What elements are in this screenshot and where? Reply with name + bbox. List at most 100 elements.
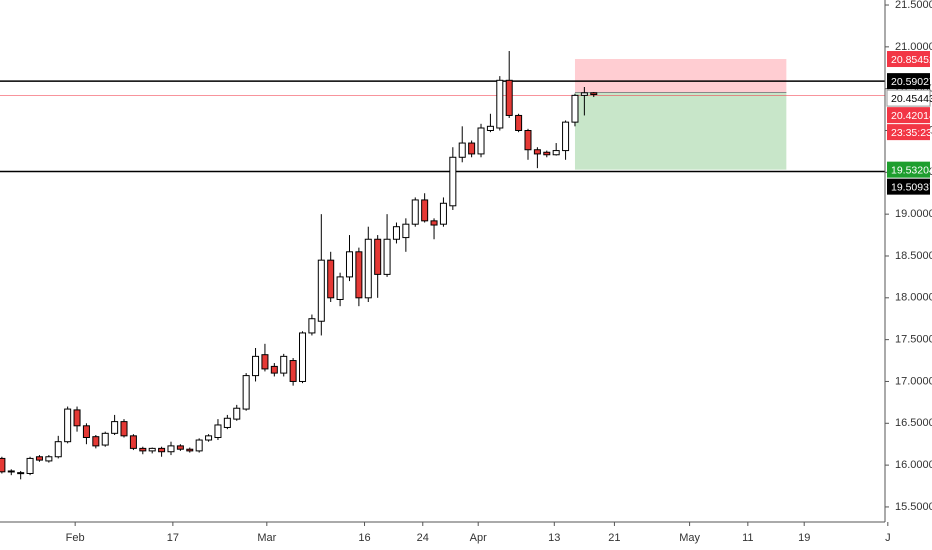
candle-body [458, 142, 466, 158]
candle-body [562, 121, 570, 152]
candle-body [345, 251, 353, 278]
x-tick-label: May [679, 532, 700, 544]
candle-body [195, 439, 203, 452]
candle-body [64, 408, 72, 443]
candle-body [515, 114, 523, 131]
candle-body [421, 199, 429, 222]
candle-body [411, 199, 419, 225]
price-tag-bg [887, 178, 930, 195]
candle-body [35, 456, 43, 461]
candle-body [402, 223, 410, 239]
candle-body [299, 332, 307, 382]
candle-body [242, 375, 250, 410]
x-tick-label: 17 [167, 532, 179, 544]
candle-body [524, 130, 532, 151]
x-tick-label: 21 [608, 532, 620, 544]
y-tick-label: 21.00000 [895, 41, 932, 53]
candle-body [148, 447, 156, 452]
x-tick-label: 19 [798, 532, 810, 544]
candle-body [280, 355, 288, 374]
candle-body [7, 470, 15, 473]
candle-body [374, 238, 382, 275]
candle-body [364, 238, 372, 299]
candle-body [26, 457, 34, 474]
candle-body [336, 276, 344, 300]
candle-body [580, 92, 588, 96]
candle-body [308, 318, 316, 334]
price-tag: 20.42014 [887, 107, 932, 124]
candle-body [261, 354, 269, 370]
y-tick-label: 16.00000 [895, 459, 932, 471]
price-tag-label: 20.42014 [891, 110, 932, 122]
x-tick-label: Apr [470, 532, 487, 544]
candle-body [571, 94, 579, 123]
price-tag: 19.53204 [887, 161, 932, 178]
candle-body [120, 421, 128, 437]
price-tag-label: 20.59027 [891, 76, 932, 88]
x-tick-label: Mar [257, 532, 276, 544]
price-tag: 23:35:23 [887, 124, 932, 141]
candle-body [233, 407, 241, 420]
y-tick-label: 18.50000 [895, 250, 932, 262]
candle-body [355, 251, 363, 299]
price-tag-bg [886, 89, 931, 107]
price-tag: 20.85452 [887, 51, 932, 68]
candle-body [17, 472, 25, 475]
y-tick-label: 15.50000 [895, 501, 932, 513]
candle-body [167, 445, 175, 453]
candle-body [205, 435, 213, 441]
candle-body [252, 355, 260, 377]
price-tag-label: 20.85452 [891, 54, 932, 66]
candle-body [54, 441, 62, 458]
candle-body [223, 417, 231, 428]
x-tick-label: 11 [742, 532, 753, 544]
candle-body [439, 202, 447, 225]
y-tick-label: 18.00000 [895, 292, 932, 304]
x-tick-label: Feb [66, 532, 85, 544]
candle-body [552, 150, 560, 156]
price-tag-bg [887, 124, 930, 141]
price-tag: 19.50937 [887, 178, 932, 195]
price-tag: 20.59027 [887, 73, 932, 90]
price-tag-label: 23:35:23 [891, 127, 932, 139]
candle-body [214, 424, 222, 439]
candle-body [129, 435, 137, 449]
candle-body [468, 142, 476, 155]
candle-body [111, 421, 119, 434]
candle-body [533, 149, 541, 155]
price-tag-bg [887, 161, 930, 178]
candle-body [317, 259, 325, 322]
candle-body [101, 432, 109, 446]
price-tag-bg [887, 51, 930, 68]
candle-body [392, 226, 400, 240]
candle-body [158, 447, 166, 453]
target-zone [574, 92, 787, 170]
x-tick-label: 13 [548, 532, 560, 544]
candle-body [543, 151, 551, 156]
candle-body [186, 448, 194, 452]
candle-body [270, 365, 278, 374]
candle-body [92, 436, 100, 447]
candle-body [383, 238, 391, 275]
y-tick-label: 19.00000 [895, 208, 932, 220]
y-tick-label: 21.50000 [895, 0, 932, 11]
price-tag: 20.45443 [886, 89, 932, 107]
candle-body [496, 79, 504, 129]
candle-body [477, 127, 485, 155]
y-tick-label: 17.50000 [895, 334, 932, 346]
price-tag-bg [887, 73, 930, 90]
candle-body [176, 445, 184, 450]
candle-body [327, 259, 335, 299]
candle-body [505, 79, 513, 116]
y-tick-label: 17.00000 [895, 375, 932, 387]
price-tag-label: 19.50937 [891, 181, 932, 193]
candle-body [139, 447, 147, 452]
candle-body [289, 360, 297, 382]
y-tick-label: 16.50000 [895, 417, 932, 429]
candle-body [430, 220, 438, 226]
x-tick-label: J [885, 532, 891, 544]
price-tag-label: 19.53204 [891, 164, 932, 176]
candle-body [449, 156, 457, 207]
candle-body [73, 409, 81, 427]
